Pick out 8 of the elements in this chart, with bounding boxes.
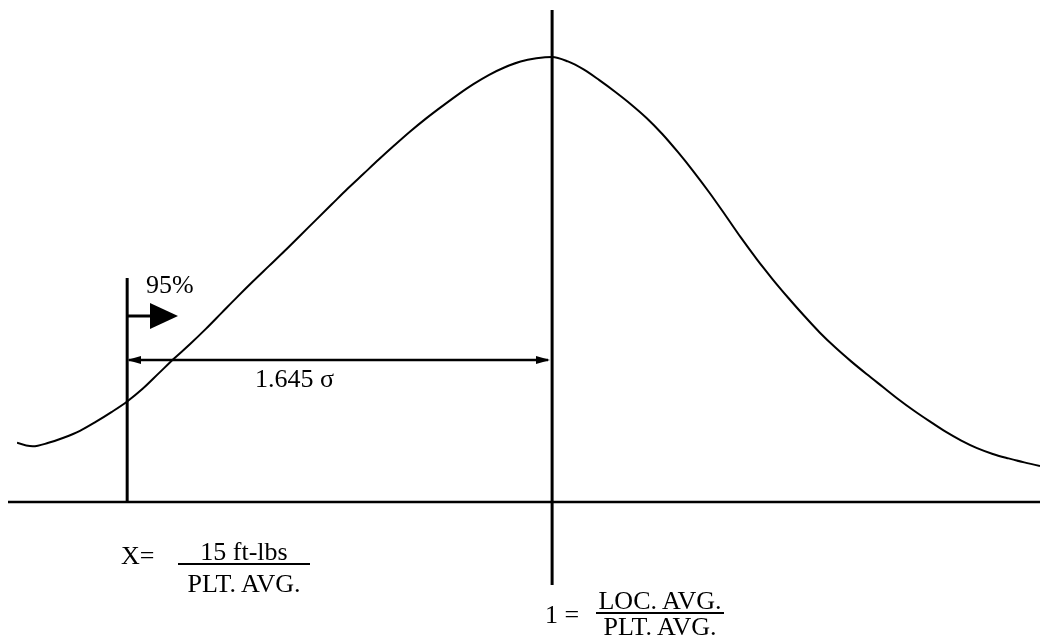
text: 1 = xyxy=(545,600,580,629)
annotation: 95% xyxy=(146,270,194,299)
text: PLT. AVG. xyxy=(186,569,302,598)
text: PLT. AVG. xyxy=(602,612,718,641)
annotation: 1.645 σ xyxy=(255,364,335,393)
text: X= xyxy=(121,541,155,570)
text: 15 ft-lbs xyxy=(199,537,289,566)
text: LOC. AVG. xyxy=(597,586,723,615)
